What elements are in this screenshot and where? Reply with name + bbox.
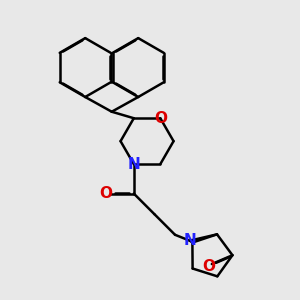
Text: O: O	[202, 260, 215, 274]
Text: O: O	[154, 111, 167, 126]
Text: N: N	[183, 233, 196, 248]
Text: O: O	[99, 186, 112, 201]
Text: N: N	[128, 157, 140, 172]
